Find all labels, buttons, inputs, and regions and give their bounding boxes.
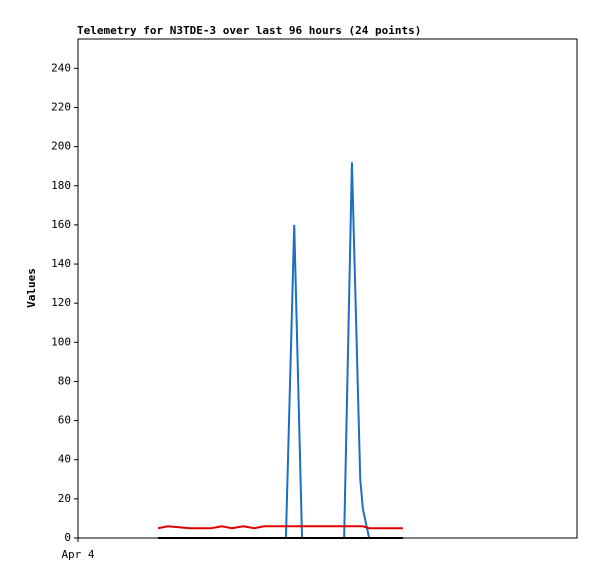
series-line xyxy=(157,525,403,530)
y-tick-label: 200 xyxy=(51,140,71,153)
y-tick-label: 40 xyxy=(58,453,71,466)
y-tick-label: 220 xyxy=(51,100,71,113)
y-tick-label: 160 xyxy=(51,218,71,231)
plot-frame xyxy=(77,38,578,539)
series-line xyxy=(158,162,403,539)
y-tick-label: 20 xyxy=(58,492,71,505)
y-tick-label: 240 xyxy=(51,61,71,74)
y-tick-label: 120 xyxy=(51,296,71,309)
y-axis-label: Values xyxy=(25,268,38,308)
y-tick-label: 140 xyxy=(51,257,71,270)
y-tick-label: 180 xyxy=(51,179,71,192)
chart-title: Telemetry for N3TDE-3 over last 96 hours… xyxy=(77,24,421,37)
y-tick-label: 80 xyxy=(58,374,71,387)
x-tick-label: Apr 4 xyxy=(61,548,94,561)
y-tick-label: 0 xyxy=(64,531,71,544)
y-tick-label: 100 xyxy=(51,335,71,348)
y-tick-label: 60 xyxy=(58,414,71,427)
